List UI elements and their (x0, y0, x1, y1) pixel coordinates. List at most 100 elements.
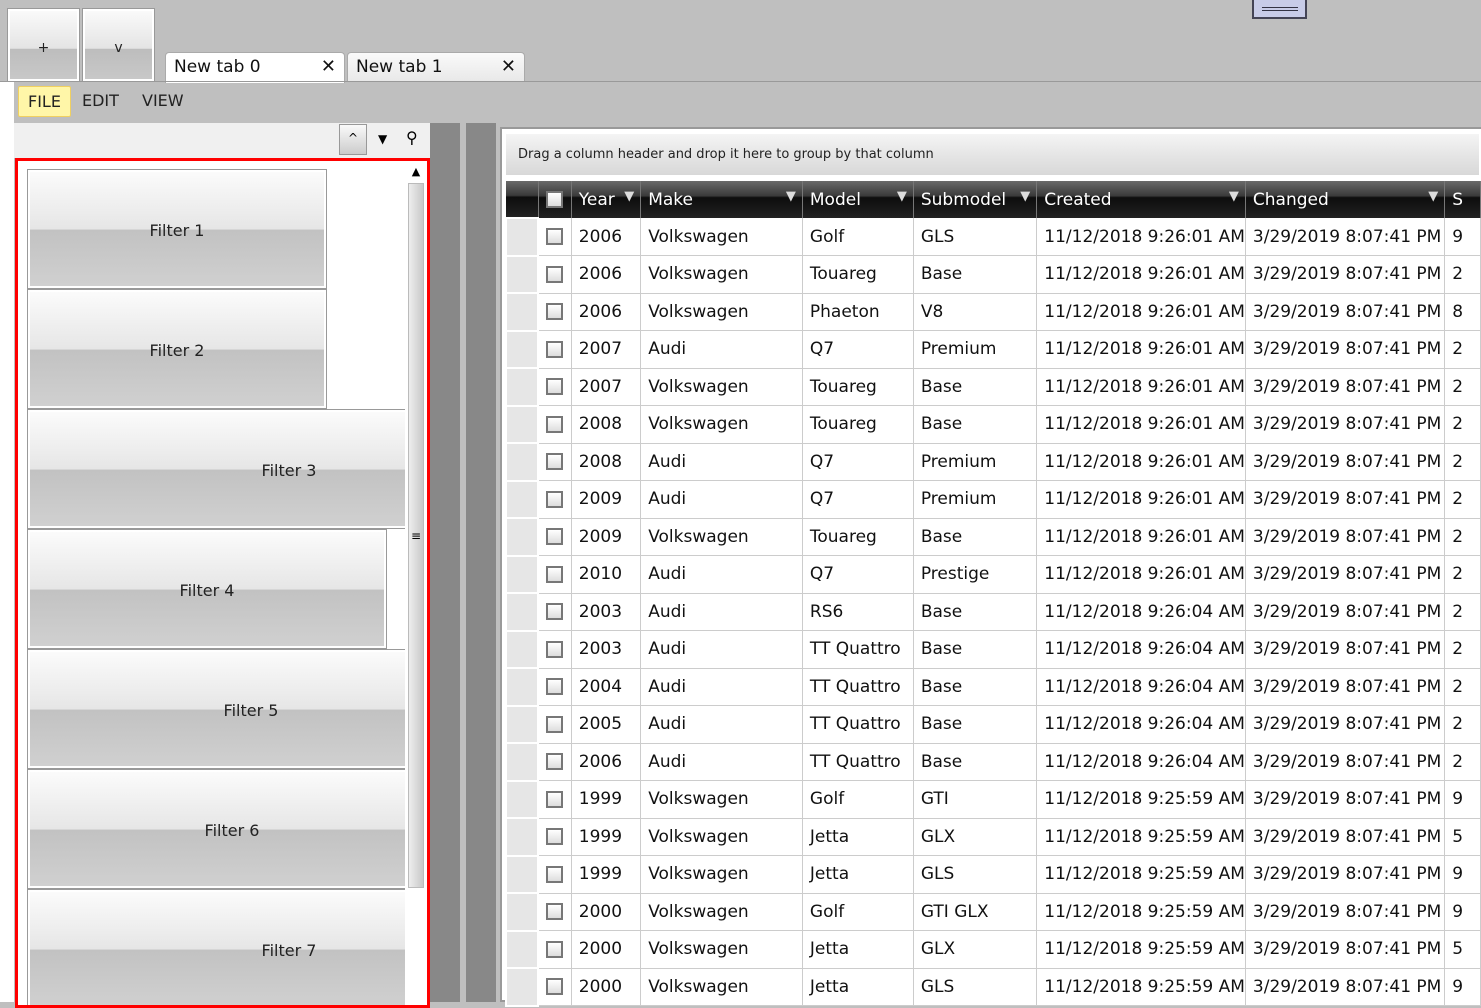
table-row[interactable]: 2006 Volkswagen Golf GLS 11/12/2018 9:26:01 … (504, 217, 1481, 257)
menu-edit[interactable]: EDIT (82, 91, 119, 110)
table-row[interactable]: 2008 Volkswagen Touareg Base 11/12/2018 9:26… (504, 404, 1481, 444)
table-row[interactable]: 2006 Audi TT Quattro Base 11/12/2018 9:26:04… (504, 742, 1481, 782)
table-row[interactable]: 1999 Volkswagen Golf GTI 11/12/2018 9:25:59 … (504, 779, 1481, 819)
filter-5-button[interactable]: Filter 5 (27, 649, 427, 769)
row-header[interactable] (504, 592, 540, 632)
row-header[interactable] (504, 892, 540, 932)
row-header[interactable] (504, 404, 540, 444)
table-row[interactable]: 1999 Volkswagen Jetta GLX 11/12/2018 9:25:59… (504, 817, 1481, 857)
row-checkbox[interactable] (538, 630, 572, 669)
row-header[interactable] (504, 554, 540, 594)
pin-icon[interactable]: ⚲ (406, 128, 418, 147)
row-checkbox[interactable] (538, 893, 572, 931)
row-checkbox[interactable] (538, 743, 572, 781)
table-row[interactable]: 2000 Volkswagen Jetta GLS 11/12/2018 9:25:59… (504, 967, 1481, 1007)
row-header[interactable] (504, 292, 540, 332)
row-checkbox[interactable] (538, 930, 572, 969)
column-header-model[interactable]: Model ▼ (802, 181, 914, 218)
table-row[interactable]: 2006 Volkswagen Phaeton V8 11/12/2018 9:26:0… (504, 292, 1481, 332)
column-header-year[interactable]: Year ▼ (571, 181, 642, 218)
close-icon[interactable]: ✕ (500, 56, 516, 77)
filter-3-button[interactable]: Filter 3 (27, 409, 427, 529)
table-row[interactable]: 2010 Audi Q7 Prestige 11/12/2018 9:26:01 AM 3… (504, 554, 1481, 594)
add-tab-button[interactable]: + (7, 8, 80, 82)
row-header[interactable] (504, 517, 540, 557)
menu-view[interactable]: VIEW (142, 91, 184, 110)
filter-icon[interactable]: ▼ (624, 189, 635, 204)
row-header[interactable] (504, 779, 540, 819)
row-header[interactable] (504, 479, 540, 519)
tab-new-tab-0[interactable]: New tab 0 ✕ (165, 52, 345, 83)
row-header[interactable] (504, 254, 540, 294)
table-row[interactable]: 2009 Volkswagen Touareg Base 11/12/2018 9:26… (504, 517, 1481, 557)
filter-icon[interactable]: ▼ (896, 189, 907, 204)
column-header-submodel[interactable]: Submodel ▼ (913, 181, 1038, 218)
row-checkbox[interactable] (538, 668, 572, 706)
row-checkbox[interactable] (538, 293, 572, 331)
row-checkbox[interactable] (538, 443, 572, 481)
filter-1-button[interactable]: Filter 1 (27, 169, 327, 289)
row-header[interactable] (504, 817, 540, 857)
column-header-make[interactable]: Make ▼ (640, 181, 803, 218)
filter-icon[interactable]: ▼ (1020, 189, 1031, 204)
row-header[interactable] (504, 217, 540, 257)
row-checkbox[interactable] (538, 255, 572, 294)
row-header[interactable] (504, 329, 540, 369)
row-header[interactable] (504, 929, 540, 969)
scrollbar-thumb[interactable]: ≡ (408, 183, 424, 888)
row-checkbox[interactable] (538, 555, 572, 594)
row-checkbox[interactable] (538, 368, 572, 406)
row-checkbox[interactable] (538, 593, 572, 631)
table-row[interactable]: 2000 Volkswagen Golf GTI GLX 11/12/2018 9:25… (504, 892, 1481, 932)
row-checkbox[interactable] (538, 855, 572, 894)
filter-6-button[interactable]: Filter 6 (27, 769, 427, 889)
filter-4-button[interactable]: Filter 4 (27, 529, 387, 649)
table-row[interactable]: 2009 Audi Q7 Premium 11/12/2018 9:26:01 AM 3/… (504, 479, 1481, 519)
table-row[interactable]: 2003 Audi TT Quattro Base 11/12/2018 9:26:04… (504, 629, 1481, 669)
table-row[interactable]: 2008 Audi Q7 Premium 11/12/2018 9:26:01 AM 3/… (504, 442, 1481, 482)
select-all-checkbox[interactable] (538, 181, 572, 218)
vertical-scrollbar[interactable]: ▲ ≡ (405, 161, 427, 1005)
row-checkbox[interactable] (538, 705, 572, 744)
row-checkbox[interactable] (538, 218, 572, 256)
row-checkbox[interactable] (538, 968, 572, 1006)
filter-2-button[interactable]: Filter 2 (27, 289, 327, 409)
row-checkbox[interactable] (538, 405, 572, 444)
tab-new-tab-1[interactable]: New tab 1 ✕ (347, 52, 525, 82)
row-checkbox[interactable] (538, 330, 572, 369)
filter-icon[interactable]: ▼ (1228, 189, 1239, 204)
row-header[interactable] (504, 367, 540, 407)
table-row[interactable]: 1999 Volkswagen Jetta GLS 11/12/2018 9:25:59… (504, 854, 1481, 894)
table-row[interactable]: 2003 Audi RS6 Base 11/12/2018 9:26:04 AM 3/29… (504, 592, 1481, 632)
collapse-button[interactable]: ^ (339, 124, 367, 155)
table-row[interactable]: 2005 Audi TT Quattro Base 11/12/2018 9:26:04… (504, 704, 1481, 744)
table-row[interactable]: 2004 Audi TT Quattro Base 11/12/2018 9:26:04… (504, 667, 1481, 707)
close-icon[interactable]: ✕ (320, 56, 336, 77)
column-header-created[interactable]: Created ▼ (1036, 181, 1246, 218)
row-header[interactable] (504, 629, 540, 669)
row-header[interactable] (504, 704, 540, 744)
filter-icon[interactable]: ▼ (785, 189, 796, 204)
row-checkbox[interactable] (538, 518, 572, 556)
table-row[interactable]: 2006 Volkswagen Touareg Base 11/12/2018 9:26… (504, 254, 1481, 294)
table-row[interactable]: 2007 Audi Q7 Premium 11/12/2018 9:26:01 AM 3/… (504, 329, 1481, 369)
row-checkbox[interactable] (538, 780, 572, 819)
row-header[interactable] (504, 667, 540, 707)
row-checkbox[interactable] (538, 480, 572, 519)
column-header-changed[interactable]: Changed ▼ (1245, 181, 1446, 218)
row-header[interactable] (504, 742, 540, 782)
tab-dropdown-button[interactable]: v (82, 8, 155, 82)
group-panel[interactable]: Drag a column header and drop it here to… (504, 132, 1481, 177)
row-header[interactable] (504, 967, 540, 1007)
table-row[interactable]: 2000 Volkswagen Jetta GLX 11/12/2018 9:25:59… (504, 929, 1481, 969)
menu-file[interactable]: FILE (18, 86, 71, 117)
row-checkbox[interactable] (538, 818, 572, 856)
column-header-s[interactable]: S (1444, 181, 1481, 218)
dropdown-arrow-icon[interactable]: ▼ (378, 132, 388, 146)
filter-7-button[interactable]: Filter 7 (27, 889, 427, 1005)
restore-window-button[interactable] (1252, 0, 1307, 19)
scroll-up-icon[interactable]: ▲ (411, 165, 421, 178)
row-header[interactable] (504, 854, 540, 894)
filter-icon[interactable]: ▼ (1428, 189, 1439, 204)
row-header[interactable] (504, 442, 540, 482)
